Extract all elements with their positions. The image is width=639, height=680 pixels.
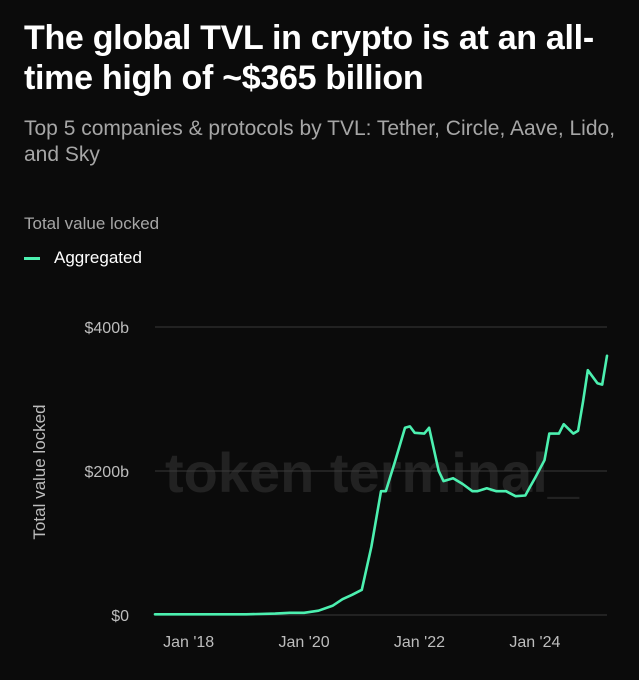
legend-swatch bbox=[24, 256, 40, 260]
legend-item-aggregated: Aggregated bbox=[24, 248, 142, 268]
data-point bbox=[562, 423, 565, 425]
data-point bbox=[529, 486, 531, 488]
data-point bbox=[495, 490, 498, 492]
data-point bbox=[394, 459, 397, 461]
legend-title: Total value locked bbox=[24, 214, 160, 233]
data-point bbox=[586, 369, 589, 371]
data-point bbox=[601, 383, 603, 386]
data-point bbox=[471, 490, 474, 492]
x-tick-label: Jan '20 bbox=[279, 634, 330, 651]
data-point bbox=[216, 613, 219, 616]
data-point bbox=[370, 545, 373, 548]
data-point bbox=[437, 470, 440, 472]
y-tick-label: $400b bbox=[85, 320, 130, 337]
data-point bbox=[558, 432, 560, 435]
data-point bbox=[332, 604, 334, 607]
series-layer bbox=[153, 354, 609, 616]
data-point bbox=[360, 589, 363, 591]
axis-labels: $0 $200b $400b Jan '18 Jan '20 Jan '22 Jan '24 bbox=[85, 320, 561, 651]
data-point bbox=[380, 490, 382, 492]
data-point bbox=[351, 594, 353, 596]
data-point bbox=[596, 382, 599, 384]
y-tick-label: $200b bbox=[85, 464, 130, 481]
data-point bbox=[317, 609, 320, 612]
data-point bbox=[572, 432, 575, 435]
watermark: token terminal_ bbox=[165, 441, 580, 504]
data-point bbox=[154, 613, 156, 616]
data-point bbox=[543, 459, 546, 461]
legend-label: Aggregated bbox=[54, 248, 142, 267]
data-point bbox=[534, 477, 536, 479]
data-point bbox=[413, 432, 416, 434]
x-tick-label: Jan '24 bbox=[509, 634, 560, 651]
data-point bbox=[442, 480, 445, 482]
chart-title: The global TVL in crypto is at an all-ti… bbox=[24, 19, 594, 97]
data-point bbox=[409, 425, 411, 428]
chart-subtitle: Top 5 companies & protocols by TVL: Teth… bbox=[24, 117, 616, 166]
data-point bbox=[404, 427, 406, 429]
data-point bbox=[514, 495, 517, 497]
data-point bbox=[385, 490, 387, 492]
data-point bbox=[428, 427, 430, 429]
data-point bbox=[452, 477, 454, 479]
data-point bbox=[505, 490, 507, 492]
data-point bbox=[423, 432, 426, 435]
data-point bbox=[274, 612, 277, 615]
data-point bbox=[461, 483, 464, 485]
data-point bbox=[548, 432, 551, 435]
data-point bbox=[582, 401, 584, 403]
data-point bbox=[577, 429, 579, 432]
x-tick-label: Jan '18 bbox=[163, 634, 214, 651]
data-point bbox=[485, 487, 488, 490]
line-chart: token terminal_ $0 $200b $400b Jan '18 Jan '… bbox=[30, 320, 609, 651]
data-point bbox=[187, 613, 190, 616]
x-tick-label: Jan '22 bbox=[394, 634, 445, 651]
data-point bbox=[341, 598, 344, 600]
data-point bbox=[476, 490, 478, 492]
data-point bbox=[245, 613, 248, 616]
data-point bbox=[303, 612, 305, 614]
data-point bbox=[288, 612, 291, 614]
data-point bbox=[606, 355, 608, 357]
data-point bbox=[524, 494, 527, 497]
y-axis-label: Total value locked bbox=[30, 404, 49, 539]
y-tick-label: $0 bbox=[111, 608, 129, 625]
